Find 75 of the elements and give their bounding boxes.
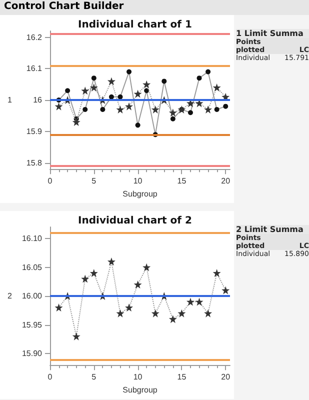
chart-title: Individual chart of 1 xyxy=(78,20,192,30)
point xyxy=(222,286,230,294)
point xyxy=(65,88,70,94)
x-axis-title: Subgroup xyxy=(122,386,158,394)
x-axis-title: Subgroup xyxy=(122,190,158,198)
point xyxy=(90,83,98,92)
point xyxy=(170,116,176,122)
point xyxy=(134,90,142,98)
point xyxy=(91,76,96,81)
point xyxy=(116,105,124,114)
point xyxy=(142,80,151,88)
point xyxy=(54,304,63,312)
point xyxy=(206,69,211,74)
y-axis-title: 2 xyxy=(8,292,13,301)
point xyxy=(142,263,151,272)
point xyxy=(126,69,132,74)
point xyxy=(144,88,150,94)
y-tick-label: 15.95 xyxy=(22,320,43,330)
point xyxy=(100,106,106,112)
x-tick-label: 20 xyxy=(221,176,231,186)
point xyxy=(195,298,204,306)
x-tick-label: 10 xyxy=(133,372,143,382)
point xyxy=(82,106,88,112)
point xyxy=(81,274,90,283)
y-tick-label: 16.10 xyxy=(22,234,43,244)
y-tick-label: 16.1 xyxy=(26,64,43,74)
point xyxy=(81,86,90,95)
point xyxy=(116,309,124,318)
x-tick-label: 0 xyxy=(48,176,53,186)
x-tick-label: 0 xyxy=(48,372,53,382)
point xyxy=(107,77,116,86)
point xyxy=(90,269,98,278)
y-tick-label: 15.9 xyxy=(26,126,43,136)
y-tick-label: 16.2 xyxy=(26,32,43,42)
point xyxy=(72,118,80,126)
point xyxy=(134,280,142,289)
point xyxy=(196,76,202,81)
x-tick-label: 20 xyxy=(221,372,231,382)
point xyxy=(178,309,186,318)
point xyxy=(151,105,160,114)
y-tick-label: 16.05 xyxy=(22,262,43,272)
y-tick-label: 16.00 xyxy=(22,292,43,301)
y-tick-label: 16 xyxy=(33,96,43,105)
point xyxy=(108,94,114,100)
point xyxy=(107,258,116,266)
chart-subtitle: Control Chart Builder xyxy=(0,0,309,15)
x-tick-label: 15 xyxy=(177,176,187,186)
point xyxy=(168,108,177,117)
point xyxy=(186,298,194,306)
text: 2 Limit Summa xyxy=(236,225,309,234)
point xyxy=(162,78,167,84)
point xyxy=(214,106,220,112)
y-axis-title: 1 xyxy=(8,96,13,105)
point xyxy=(212,83,221,92)
chart-title: Individual chart of 2 xyxy=(78,216,192,226)
point xyxy=(125,304,134,312)
point xyxy=(54,102,63,110)
point xyxy=(151,309,160,318)
y-tick-label: 15.8 xyxy=(26,158,43,168)
point xyxy=(188,110,193,116)
y-tick-label: 15.90 xyxy=(22,349,43,358)
point xyxy=(72,332,80,340)
point xyxy=(118,94,123,100)
x-tick-label: 5 xyxy=(92,372,97,382)
x-tick-label: 5 xyxy=(92,176,97,186)
point xyxy=(125,102,134,110)
point xyxy=(168,315,177,324)
point xyxy=(223,104,228,109)
point xyxy=(204,309,212,318)
x-tick-label: 10 xyxy=(133,176,143,186)
point xyxy=(204,105,212,114)
point xyxy=(135,122,140,128)
point xyxy=(212,269,221,278)
x-tick-label: 15 xyxy=(177,372,187,382)
text: 1 Limit Summa xyxy=(236,29,309,38)
